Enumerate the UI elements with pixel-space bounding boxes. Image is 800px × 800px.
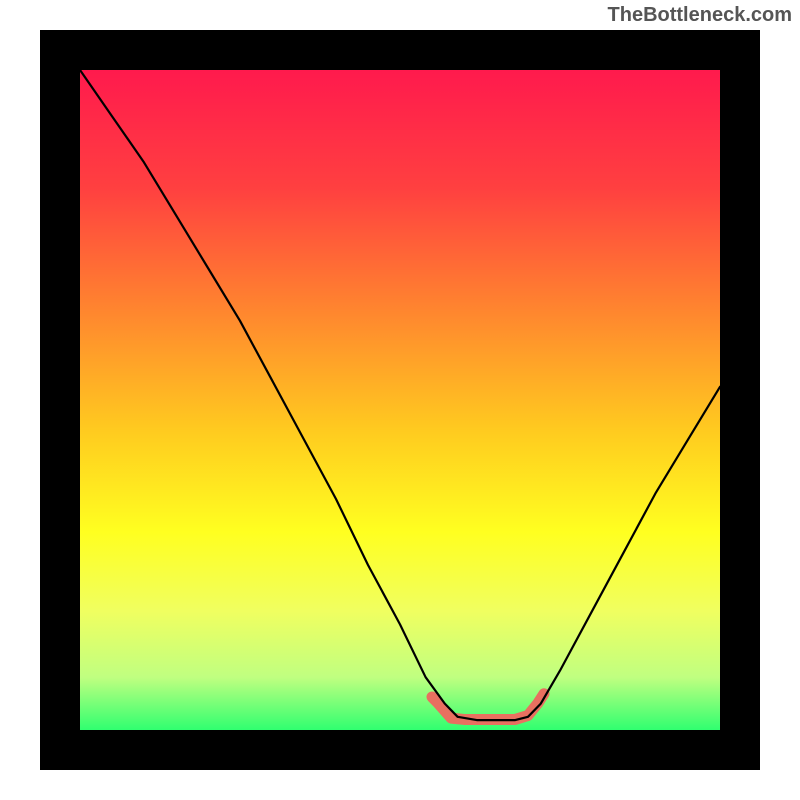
plot-background	[80, 70, 720, 730]
chart-stage: TheBottleneck.com	[0, 0, 800, 800]
bottleneck-chart	[0, 0, 800, 800]
watermark-text: TheBottleneck.com	[608, 4, 792, 27]
